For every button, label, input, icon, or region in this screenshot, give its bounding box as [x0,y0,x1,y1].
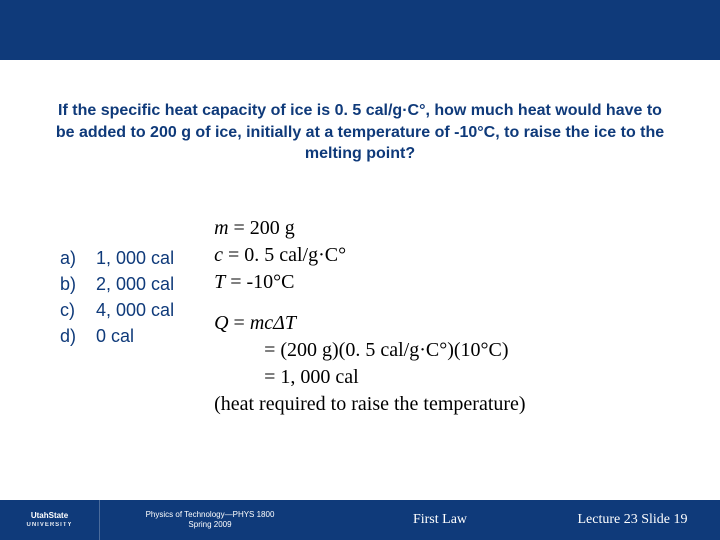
choice-value-b: 2, 000 cal [96,271,174,297]
solution-block: m = 200 g c = 0. 5 cal/g·C° T = -10°C Q … [214,215,680,418]
val-c: = 0. 5 cal/g·C° [223,244,346,266]
question-text: If the specific heat capacity of ice is … [0,60,720,165]
choice-value-c: 4, 000 cal [96,297,174,323]
course-name: Physics of Technology—PHYS 1800 [100,510,320,520]
var-t: T [214,271,225,293]
var-m: m [214,217,228,239]
topic-label: First Law [320,512,560,528]
eq: = [229,312,250,334]
solution-t: T = -10°C [214,269,680,296]
solution-q: Q = mcΔT [214,310,680,337]
choice-value-a: 1, 000 cal [96,245,174,271]
logo-name: UtahState [31,512,68,520]
choice-label-c: c) [60,297,76,323]
choice-label-b: b) [60,271,76,297]
choice-label-d: d) [60,323,76,349]
answer-choices: a) b) c) d) 1, 000 cal 2, 000 cal 4, 000… [60,215,174,418]
lecture-label: Lecture 23 Slide 19 [560,512,720,528]
choice-labels: a) b) c) d) [60,245,76,418]
val-m: = 200 g [229,217,295,239]
solution-note: (heat required to raise the temperature) [214,391,680,418]
footer-bar: UtahState UNIVERSITY Physics of Technolo… [0,500,720,540]
solution-line2: = (200 g)(0. 5 cal/g·C°)(10°C) [214,337,680,364]
var-mc: mc [250,312,273,334]
solution-line3: = 1, 000 cal [214,364,680,391]
solution-c: c = 0. 5 cal/g·C° [214,242,680,269]
val-t: = -10°C [225,271,294,293]
var-q: Q [214,312,228,334]
choice-label-a: a) [60,245,76,271]
var-c: c [214,244,223,266]
choice-value-d: 0 cal [96,323,174,349]
course-block: Physics of Technology—PHYS 1800 Spring 2… [100,510,320,531]
solution-m: m = 200 g [214,215,680,242]
content-row: a) b) c) d) 1, 000 cal 2, 000 cal 4, 000… [0,165,720,418]
course-term: Spring 2009 [100,520,320,530]
logo-subtitle: UNIVERSITY [26,522,72,528]
university-logo: UtahState UNIVERSITY [0,500,100,540]
top-bar [0,0,720,60]
choice-values: 1, 000 cal 2, 000 cal 4, 000 cal 0 cal [96,245,174,418]
var-dt: ΔT [273,312,296,334]
